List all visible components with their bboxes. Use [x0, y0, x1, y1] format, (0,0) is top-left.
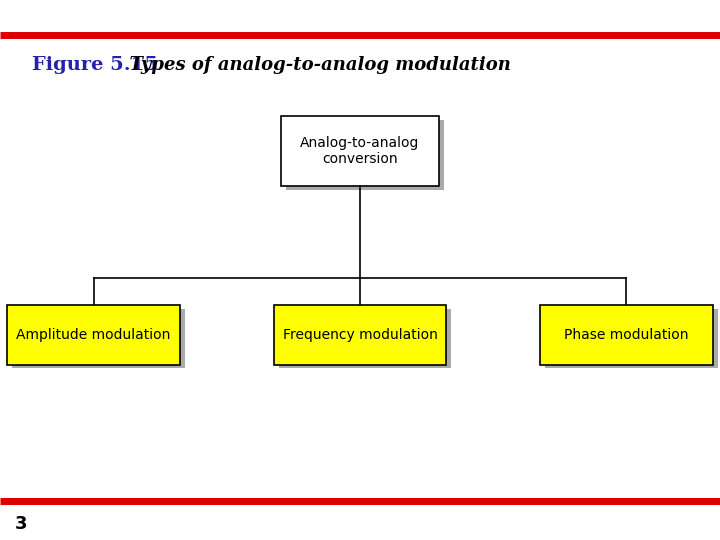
Text: Frequency modulation: Frequency modulation	[282, 328, 438, 342]
Text: Phase modulation: Phase modulation	[564, 328, 688, 342]
Text: Amplitude modulation: Amplitude modulation	[17, 328, 171, 342]
FancyBboxPatch shape	[274, 305, 446, 364]
Text: 3: 3	[14, 515, 27, 533]
FancyBboxPatch shape	[12, 309, 185, 368]
FancyBboxPatch shape	[279, 309, 451, 368]
Text: Types of analog-to-analog modulation: Types of analog-to-analog modulation	[117, 56, 511, 74]
Text: Analog-to-analog
conversion: Analog-to-analog conversion	[300, 136, 420, 166]
FancyBboxPatch shape	[540, 305, 713, 364]
FancyBboxPatch shape	[286, 120, 444, 190]
FancyBboxPatch shape	[7, 305, 180, 364]
Text: Figure 5.15: Figure 5.15	[32, 56, 158, 74]
FancyBboxPatch shape	[281, 116, 439, 186]
FancyBboxPatch shape	[545, 309, 718, 368]
